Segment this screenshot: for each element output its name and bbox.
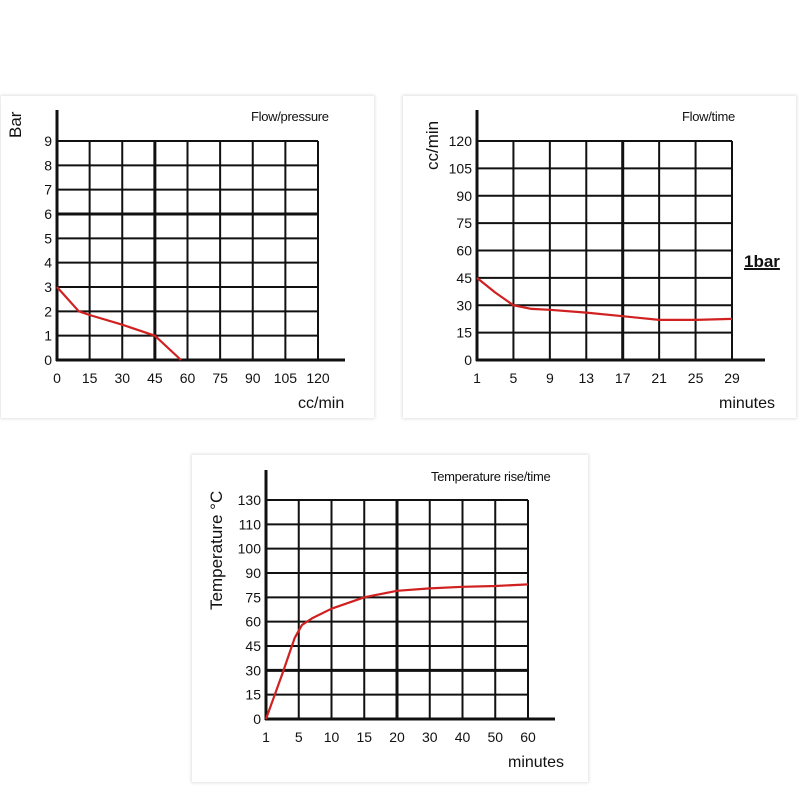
series-line (476, 277, 733, 321)
x-tick-label: 5 (295, 729, 303, 745)
y-tick-label: 130 (238, 492, 262, 508)
y-axis-label-flow-pressure: Bar (6, 111, 25, 138)
x-tick-label: 60 (520, 729, 536, 745)
y-tick-label: 90 (456, 188, 472, 204)
x-tick-label: 15 (356, 729, 372, 745)
y-tick-label: 2 (44, 303, 52, 319)
x-tick-label: 21 (651, 370, 667, 386)
x-tick-label: 30 (114, 370, 130, 386)
series-line (264, 583, 529, 720)
x-tick-label: 50 (487, 729, 503, 745)
x-tick-label: 60 (180, 370, 196, 386)
y-axis-label-temperature: Temperature °C (207, 490, 226, 610)
y-tick-label: 100 (238, 541, 262, 557)
x-tick-label: 75 (212, 370, 228, 386)
y-tick-label: 45 (245, 638, 261, 654)
x-tick-label: 1 (262, 729, 270, 745)
y-tick-label: 60 (456, 243, 472, 259)
x-tick-label: 9 (546, 370, 554, 386)
y-tick-label: 8 (44, 157, 52, 173)
x-tick-label: 25 (688, 370, 704, 386)
y-tick-label: 75 (456, 215, 472, 231)
y-tick-label: 0 (253, 711, 261, 727)
y-axis-label-flow-time: cc/min (423, 120, 442, 170)
series-line (56, 286, 182, 361)
y-tick-label: 7 (44, 182, 52, 198)
y-tick-label: 30 (245, 662, 261, 678)
x-tick-label: 13 (578, 370, 594, 386)
y-tick-label: 60 (245, 614, 261, 630)
y-tick-label: 75 (245, 589, 261, 605)
y-tick-label: 120 (449, 133, 473, 149)
x-tick-label: 20 (389, 729, 405, 745)
y-tick-label: 4 (44, 255, 52, 271)
y-tick-label: 3 (44, 279, 52, 295)
x-tick-label: 17 (615, 370, 631, 386)
y-tick-label: 90 (245, 565, 261, 581)
x-tick-label: 120 (306, 370, 330, 386)
flow-time-card (403, 96, 796, 418)
x-tick-label: 29 (724, 370, 740, 386)
x-tick-label: 0 (53, 370, 61, 386)
x-tick-label: 10 (324, 729, 340, 745)
pressure-annotation: 1bar (744, 252, 780, 271)
y-tick-label: 0 (464, 352, 472, 368)
y-tick-label: 110 (239, 516, 262, 532)
x-axis-label-flow-time: minutes (719, 395, 776, 412)
x-tick-label: 5 (510, 370, 518, 386)
y-tick-label: 15 (456, 325, 472, 341)
x-tick-label: 45 (147, 370, 163, 386)
y-tick-label: 1 (44, 328, 52, 344)
x-axis-label-flow-pressure: cc/min (298, 395, 345, 412)
chart-title-temperature: Temperature rise/time (431, 469, 551, 484)
y-tick-label: 9 (44, 133, 52, 149)
x-tick-label: 1 (473, 370, 481, 386)
y-tick-label: 45 (456, 270, 472, 286)
x-tick-label: 30 (422, 729, 438, 745)
x-tick-label: 15 (82, 370, 98, 386)
x-tick-label: 105 (274, 370, 298, 386)
chart-title-flow-time: Flow/time (682, 109, 735, 124)
y-tick-label: 0 (44, 352, 52, 368)
y-tick-label: 105 (449, 160, 473, 176)
x-axis-label-temperature: minutes (508, 754, 565, 771)
y-tick-label: 15 (245, 687, 261, 703)
x-tick-label: 90 (245, 370, 261, 386)
y-tick-label: 6 (44, 206, 52, 222)
chart-title-flow-pressure: Flow/pressure (251, 109, 329, 124)
x-tick-label: 40 (455, 729, 471, 745)
temperature-time-card (192, 455, 588, 782)
y-tick-label: 5 (44, 230, 52, 246)
y-tick-label: 30 (456, 297, 472, 313)
